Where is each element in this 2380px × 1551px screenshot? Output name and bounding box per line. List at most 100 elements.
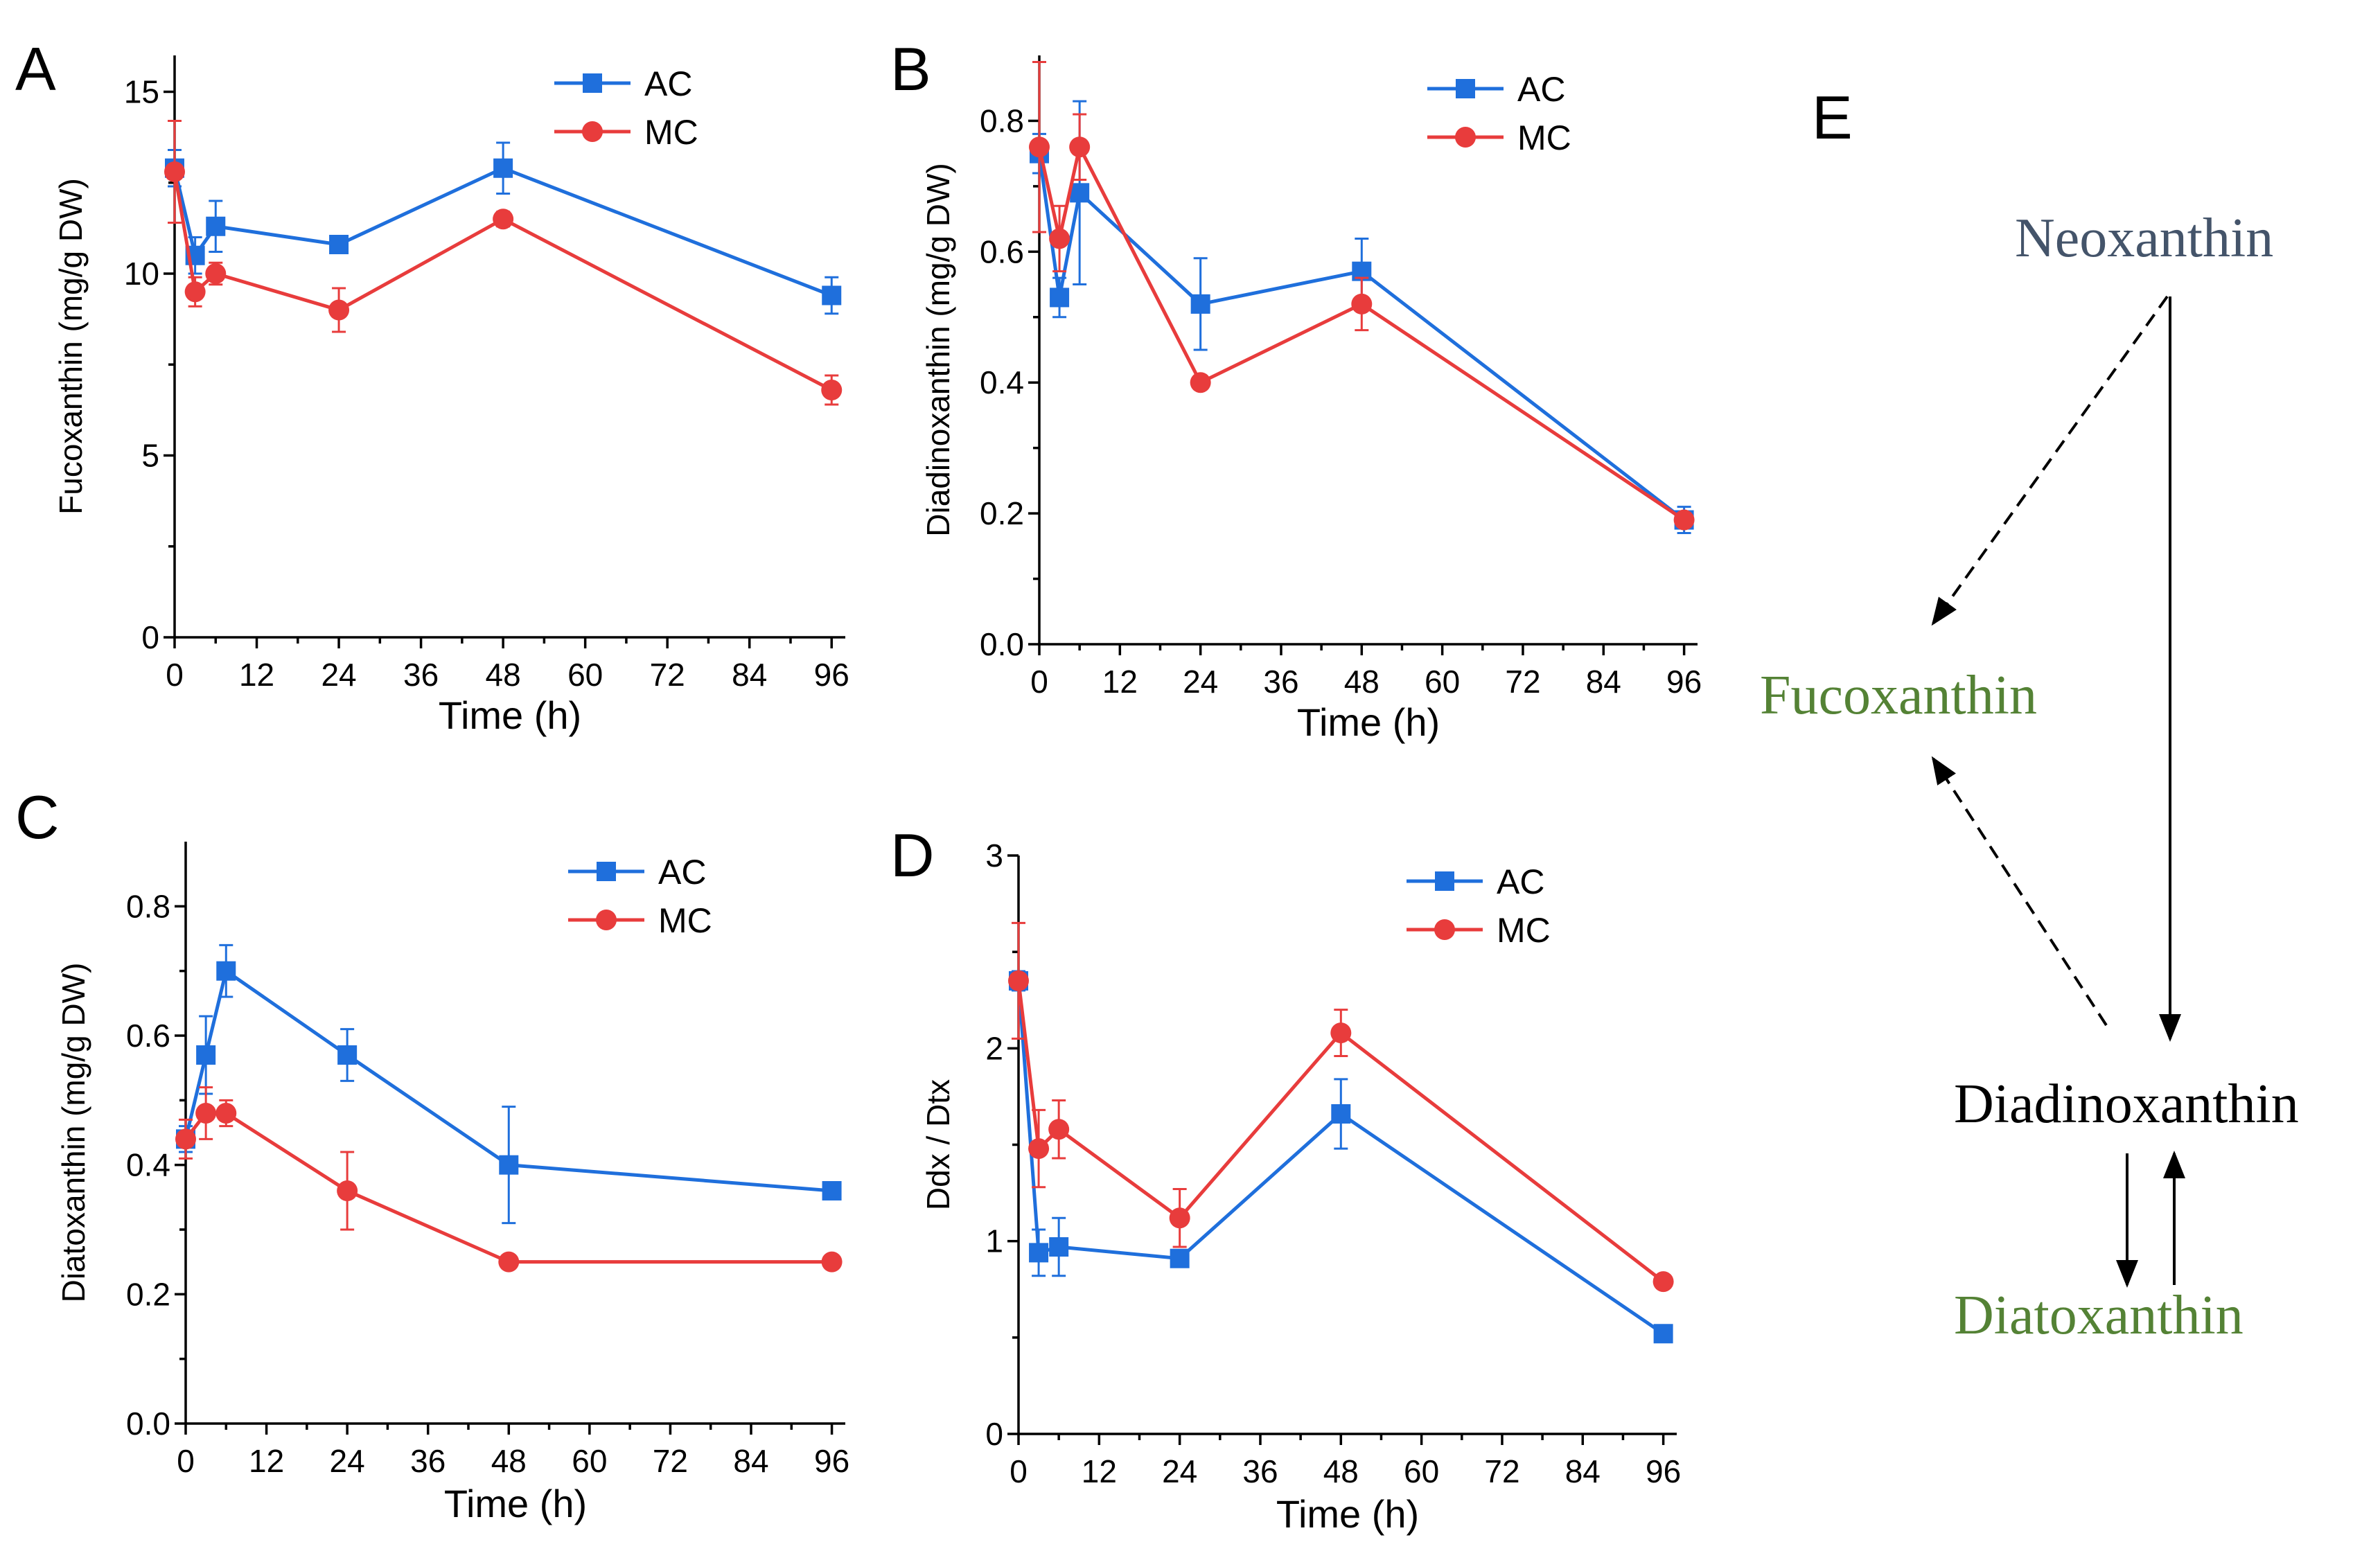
x-axis-title: Time (h) [1297, 700, 1440, 744]
x-tick-label: 96 [1646, 1453, 1681, 1489]
y-tick-label: 5 [141, 438, 159, 474]
x-tick-label: 24 [1183, 664, 1218, 700]
legend-label-ac: AC [658, 853, 706, 892]
panel-letter-d: D [890, 821, 935, 889]
x-tick-label: 12 [1102, 664, 1138, 700]
x-tick-label: 84 [1586, 664, 1621, 700]
legend-label-ac: AC [644, 64, 692, 103]
series-line-ac [1016, 980, 1665, 1336]
x-tick-label: 48 [486, 657, 521, 693]
x-tick-label: 96 [814, 657, 849, 693]
y-tick-label: 1 [985, 1223, 1003, 1259]
data-point-ac [329, 235, 349, 254]
data-point-ac [216, 961, 236, 981]
y-tick-label: 0.4 [980, 364, 1024, 400]
y-axis-title: Diadinoxanthin (mg/g DW) [920, 163, 956, 536]
x-tick-label: 24 [1162, 1453, 1197, 1489]
y-axis-title: Ddx / Dtx [920, 1079, 956, 1210]
data-point-ac [1070, 183, 1090, 203]
y-tick-label: 0.0 [980, 626, 1024, 662]
y-tick-label: 0.6 [126, 1018, 170, 1054]
chart-panel-b: B 0 12 24 36 48 60 72 84 96 0.0 0.2 0.4 0.6 0.8 Time (… [890, 35, 1702, 744]
x-tick-label: 72 [653, 1443, 688, 1479]
y-tick-label: 0.2 [126, 1276, 170, 1312]
x-tick-label: 84 [732, 657, 767, 693]
x-tick-label: 0 [166, 657, 184, 693]
data-point-mc [164, 161, 185, 182]
x-tick-label: 36 [410, 1443, 446, 1479]
legend-label-ac: AC [1517, 70, 1565, 109]
y-tick-label: 3 [985, 837, 1003, 874]
x-axis-title: Time (h) [444, 1482, 587, 1525]
x-tick-label: 36 [1263, 664, 1298, 700]
y-tick-label: 0.6 [980, 233, 1024, 269]
x-tick-label: 72 [1505, 664, 1540, 700]
legend-marker-ac [1456, 79, 1475, 98]
node-diatoxanthin: Diatoxanthin [1954, 1285, 2244, 1346]
x-tick-label: 12 [239, 657, 274, 693]
x-axis-title: Time (h) [1276, 1492, 1419, 1536]
data-point-ac [1331, 1104, 1351, 1124]
series-line-mc [173, 171, 833, 392]
pathway-diagram: E Neoxanthin Fucoxanthin Diadinoxanthin … [1760, 83, 2299, 1346]
panel-letter-e: E [1812, 83, 1853, 152]
x-tick-label: 36 [1242, 1453, 1278, 1489]
series-line-ac [173, 166, 833, 297]
y-tick-label: 0.0 [126, 1406, 170, 1442]
data-point-mc [1048, 1119, 1070, 1140]
data-point-ac [499, 1155, 519, 1175]
data-point-ac [1050, 287, 1070, 308]
data-point-mc [215, 1103, 237, 1124]
x-tick-label: 48 [1344, 664, 1379, 700]
arrow-neoxanthin-to-fucoxanthin [1931, 295, 2169, 626]
y-tick-label: 10 [124, 256, 159, 292]
x-tick-label: 48 [491, 1443, 527, 1479]
data-point-mc [337, 1180, 358, 1201]
x-tick-label: 36 [403, 657, 439, 693]
series-line-mc [1016, 980, 1665, 1284]
legend-marker-mc [596, 910, 617, 930]
x-tick-label: 72 [650, 657, 685, 693]
data-point-ac [206, 216, 226, 236]
legend-label-mc: MC [1497, 911, 1551, 950]
node-neoxanthin: Neoxanthin [2015, 208, 2273, 269]
y-axis-title: Fucoxanthin (mg/g DW) [53, 178, 89, 515]
node-fucoxanthin: Fucoxanthin [1760, 665, 2037, 726]
x-tick-label: 96 [814, 1443, 849, 1479]
chart-panel-c: C 0 12 24 36 48 60 72 84 96 0.0 0.2 0.4 0.6 0.8 Time (… [15, 783, 849, 1525]
legend-label-mc: MC [658, 901, 712, 940]
series-line-ac [184, 968, 832, 1193]
data-point-mc [821, 380, 843, 400]
data-point-ac [822, 1181, 842, 1200]
series-line-mc [1037, 141, 1686, 522]
y-tick-label: 15 [124, 74, 159, 110]
y-tick-label: 0.8 [980, 103, 1024, 139]
data-point-mc [1028, 1138, 1050, 1160]
legend-marker-ac [1435, 871, 1454, 891]
arrow-diadinoxanthin-to-fucoxanthin [1931, 756, 2108, 1027]
data-point-mc [184, 281, 206, 303]
data-point-mc [1069, 136, 1091, 158]
data-point-mc [821, 1251, 843, 1273]
legend-label-ac: AC [1497, 862, 1544, 901]
data-point-mc [328, 299, 350, 321]
x-tick-label: 0 [1010, 1453, 1028, 1489]
x-tick-label: 84 [1565, 1453, 1601, 1489]
x-axis-title: Time (h) [439, 693, 581, 737]
data-point-ac [337, 1045, 358, 1065]
x-tick-label: 84 [733, 1443, 768, 1479]
panel-letter-c: C [15, 783, 60, 851]
x-tick-label: 12 [1082, 1453, 1117, 1489]
chart-panel-a: A 0 12 24 36 48 60 72 84 96 0 5 10 15 Time (h) Fucoxan… [15, 35, 849, 737]
x-tick-label: 96 [1666, 664, 1702, 700]
data-point-mc [1652, 1271, 1674, 1293]
data-point-mc [1029, 136, 1050, 158]
data-point-mc [498, 1251, 520, 1273]
x-tick-label: 60 [1425, 664, 1460, 700]
legend-marker-mc [582, 121, 603, 142]
data-point-mc [493, 209, 514, 230]
data-point-ac [1190, 294, 1210, 314]
data-point-mc [1169, 1207, 1190, 1229]
data-point-mc [1330, 1022, 1352, 1044]
